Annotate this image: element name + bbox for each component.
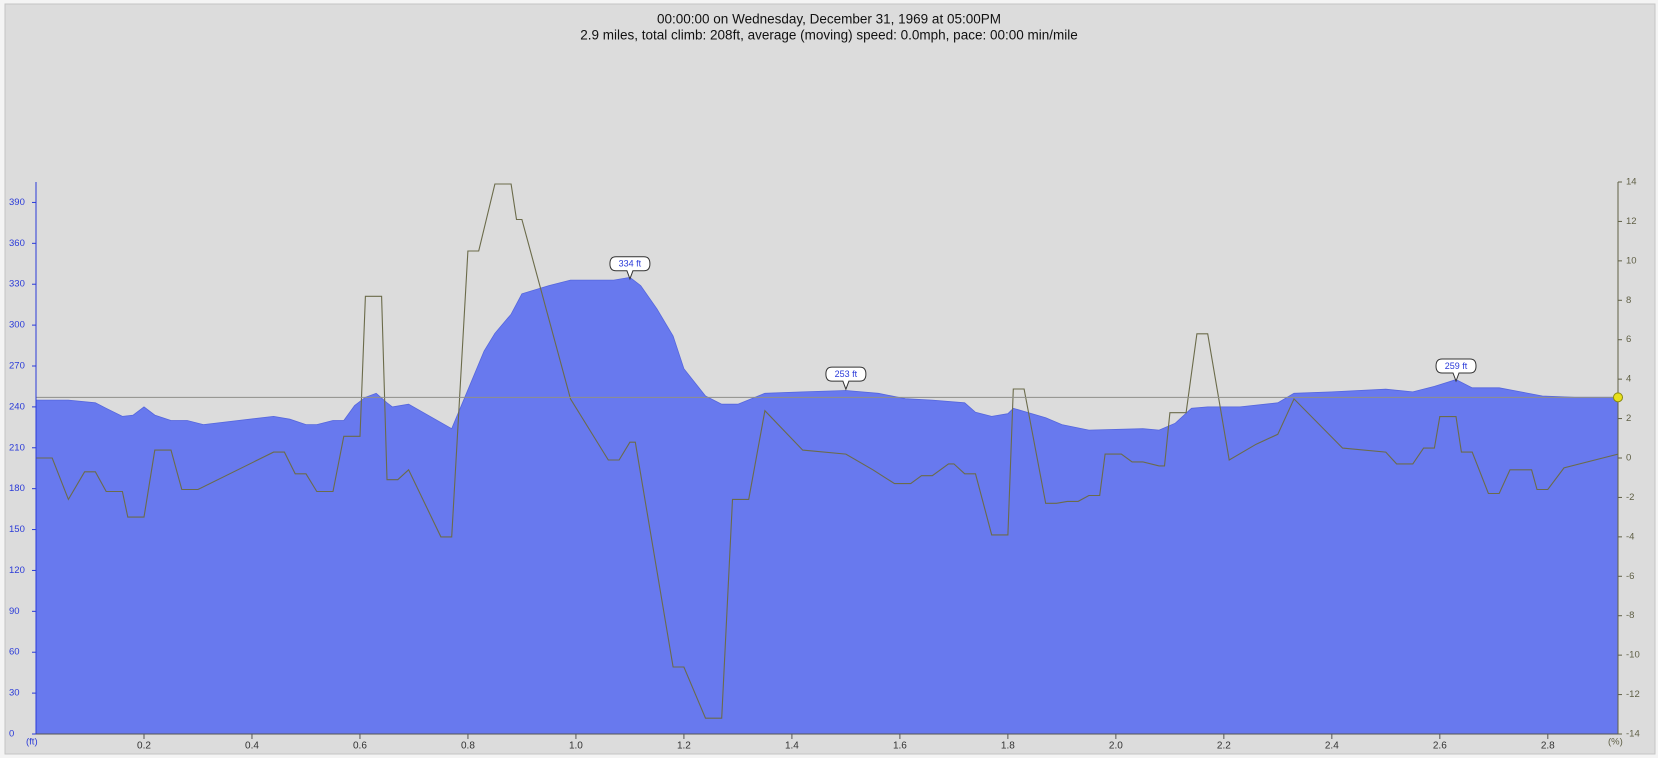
y2-tick-label: 6 <box>1626 334 1631 345</box>
callout: 259 ft <box>1435 358 1477 383</box>
callout-label: 253 ft <box>835 369 858 379</box>
chart-title: 00:00:00 on Wednesday, December 31, 1969… <box>657 12 1001 27</box>
x-tick-label: 0.8 <box>461 741 475 752</box>
x-tick-label: 1.0 <box>569 741 583 752</box>
y2-tick-label: 2 <box>1626 413 1631 424</box>
x-tick-label: 2.8 <box>1541 741 1555 752</box>
y-tick-label: 0 <box>9 729 14 740</box>
x-tick-label: 2.4 <box>1325 741 1339 752</box>
callout: 253 ft <box>825 366 867 391</box>
x-tick-label: 2.2 <box>1217 741 1231 752</box>
x-tick-label: 1.8 <box>1001 741 1015 752</box>
y2-tick-label: 10 <box>1626 255 1637 266</box>
y-tick-label: 90 <box>9 606 20 617</box>
current-marker <box>1613 392 1623 403</box>
y2-tick-label: -2 <box>1626 492 1634 503</box>
y-tick-label: 60 <box>9 647 20 658</box>
y-tick-label: 30 <box>9 688 20 699</box>
y-tick-label: 360 <box>9 238 25 249</box>
callout: 334 ft <box>609 256 651 281</box>
y2-tick-label: -4 <box>1626 531 1634 542</box>
y2-tick-label: 8 <box>1626 295 1631 306</box>
y2-tick-label: -14 <box>1626 729 1640 740</box>
callout-label: 259 ft <box>1445 361 1468 371</box>
y2-tick-label: -12 <box>1626 689 1640 700</box>
y2-unit-label: (%) <box>1608 737 1623 748</box>
chart-subtitle: 2.9 miles, total climb: 208ft, average (… <box>580 28 1078 43</box>
callout-bubble <box>609 256 651 281</box>
y2-tick-label: -10 <box>1626 650 1640 661</box>
y-tick-label: 330 <box>9 279 25 290</box>
y2-tick-label: 0 <box>1626 453 1631 464</box>
callout-label: 334 ft <box>619 259 642 269</box>
x-tick-label: 0.4 <box>245 741 259 752</box>
x-tick-label: 2.0 <box>1109 741 1123 752</box>
y-tick-label: 390 <box>9 197 25 208</box>
y-unit-label: (ft) <box>26 737 38 748</box>
y-tick-label: 240 <box>9 401 25 412</box>
elevation-area <box>35 276 1619 735</box>
y-tick-label: 300 <box>9 320 25 331</box>
y2-tick-label: -8 <box>1626 610 1634 621</box>
callout-bubble <box>1435 358 1477 383</box>
y-tick-label: 180 <box>9 483 25 494</box>
x-tick-label: 0.6 <box>353 741 367 752</box>
y-tick-label: 120 <box>9 565 25 576</box>
x-tick-label: 1.2 <box>677 741 691 752</box>
grade-line <box>36 183 1619 719</box>
x-tick-label: 2.6 <box>1433 741 1447 752</box>
y2-tick-label: 12 <box>1626 216 1637 227</box>
x-tick-label: 1.4 <box>785 741 799 752</box>
callout-bubble <box>825 366 867 391</box>
y2-tick-label: 14 <box>1626 177 1637 188</box>
y-tick-label: 210 <box>9 442 25 453</box>
y-tick-label: 150 <box>9 524 25 535</box>
x-tick-label: 1.6 <box>893 741 907 752</box>
y2-tick-label: -6 <box>1626 571 1634 582</box>
y-tick-label: 270 <box>9 361 25 372</box>
x-tick-label: 0.2 <box>137 741 151 752</box>
y2-tick-label: 4 <box>1626 374 1631 385</box>
